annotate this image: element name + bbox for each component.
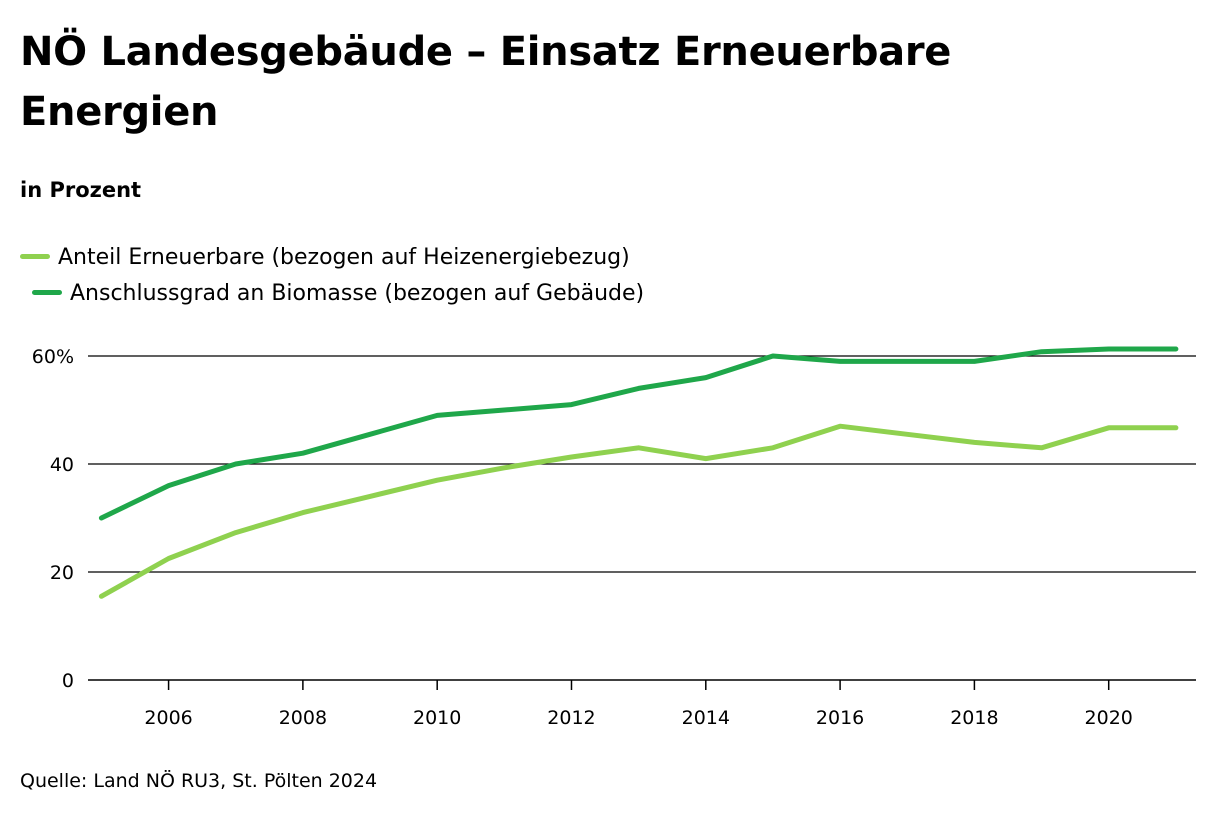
series-line-anschlussgrad-biomasse [98, 346, 1179, 521]
x-tick-label: 2012 [547, 707, 595, 729]
x-tick-label: 2016 [816, 707, 864, 729]
y-tick-label: 0 [62, 670, 74, 692]
legend-item-anteil-erneuerbare: Anteil Erneuerbare (bezogen auf Heizener… [20, 245, 630, 270]
legend-swatch-dark-green [32, 289, 62, 295]
legend-swatch-light-green [20, 253, 50, 259]
x-tick-label: 2014 [682, 707, 730, 729]
x-tick-label: 2018 [950, 707, 998, 729]
series-line-anteil-erneuerbare [98, 423, 1179, 599]
legend-label: Anteil Erneuerbare (bezogen auf Heizener… [58, 245, 630, 270]
x-tick-label: 2010 [413, 707, 461, 729]
x-tick-label: 2006 [144, 707, 192, 729]
chart-subtitle: in Prozent [20, 178, 142, 202]
y-tick-label: 40 [50, 454, 74, 476]
y-tick-label: 60% [32, 346, 74, 368]
legend-label: Anschlussgrad an Biomasse (bezogen auf G… [70, 281, 645, 306]
x-tick-label: 2020 [1085, 707, 1133, 729]
legend-item-anschlussgrad-biomasse: Anschlussgrad an Biomasse (bezogen auf G… [32, 281, 644, 306]
legend: Anteil Erneuerbare (bezogen auf Heizener… [20, 240, 1170, 312]
chart-title: NÖ Landesgebäude – Einsatz Erneuerbare E… [20, 29, 952, 135]
line-chart: 0 20 40 60% 2006 2008 2010 2012 2014 2016 2018 2020 [32, 346, 1196, 729]
y-tick-label: 20 [50, 562, 74, 584]
source-note: Quelle: Land NÖ RU3, St. Pölten 2024 [20, 770, 378, 792]
x-tick-label: 2008 [279, 707, 327, 729]
